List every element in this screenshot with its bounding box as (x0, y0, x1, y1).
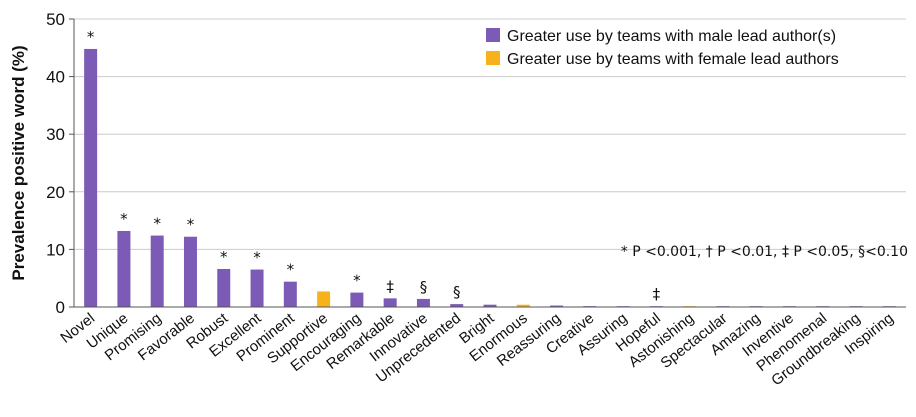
legend-label-female: Greater use by teams with female lead au… (507, 51, 839, 68)
y-tick-label-10: 10 (46, 240, 65, 259)
bar-bright (483, 304, 497, 307)
bar-supportive (317, 291, 331, 307)
bar-enormous (516, 304, 530, 307)
y-tick-label-0: 0 (56, 298, 65, 317)
significance-mark-favorable: * (187, 216, 195, 234)
y-tick-label-30: 30 (46, 125, 65, 144)
gridlines (74, 18, 906, 250)
bar-favorable (183, 236, 197, 307)
bar-promising (150, 235, 164, 307)
significance-mark-encouraging: * (353, 272, 361, 290)
bar-excellent (250, 269, 264, 307)
significance-mark-hopeful: ‡ (653, 285, 661, 303)
significance-mark-novel: * (87, 28, 95, 46)
significance-mark-robust: * (220, 248, 228, 266)
bar-innovative (416, 298, 430, 307)
significance-note: * P <0.001, † P <0.01, ‡ P <0.05, §<0.10 (621, 244, 908, 260)
significance-mark-unprecedented: § (453, 283, 461, 301)
y-tick-label-40: 40 (46, 68, 65, 87)
significance-mark-innovative: § (420, 278, 428, 296)
bar-reassuring (550, 305, 564, 307)
legend: Greater use by teams with male lead auth… (486, 28, 839, 68)
bar-encouraging (350, 292, 364, 307)
bar-unique (117, 230, 131, 307)
y-axis-title: Prevalence positive word (%) (9, 45, 28, 280)
y-tick-label-50: 50 (46, 10, 65, 29)
axes (69, 18, 906, 308)
bar-novel (84, 48, 98, 308)
legend-swatch-female (486, 51, 500, 65)
significance-mark-prominent: * (287, 261, 295, 279)
significance-mark-excellent: * (253, 249, 261, 267)
bars (84, 48, 896, 308)
significance-mark-unique: * (120, 210, 128, 228)
bar-remarkable (383, 298, 397, 307)
y-tick-label-20: 20 (46, 183, 65, 202)
bar-unprecedented (450, 304, 464, 307)
legend-label-male: Greater use by teams with male lead auth… (507, 28, 836, 45)
significance-mark-remarkable: ‡ (386, 277, 394, 295)
bar-robust (217, 268, 231, 307)
bar-prominent (283, 281, 297, 307)
significance-mark-promising: * (153, 215, 161, 233)
legend-swatch-male (486, 28, 500, 42)
